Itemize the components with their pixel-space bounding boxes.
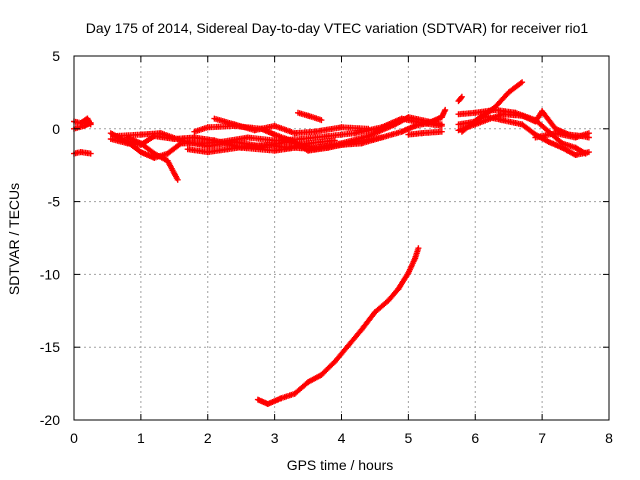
x-tick-label: 5: [404, 430, 412, 446]
y-tick-label: -10: [40, 266, 60, 282]
data-point-segment: [412, 245, 422, 262]
chart-title: Day 175 of 2014, Sidereal Day-to-day VTE…: [86, 20, 589, 36]
data-point-segment: [305, 137, 338, 147]
x-tick-label: 1: [137, 430, 145, 446]
data-point-segment: [392, 114, 412, 128]
data-point-segment: [572, 149, 592, 158]
data-point-segment: [458, 112, 485, 135]
data-point-segment: [492, 89, 512, 110]
data-point-segment: [438, 106, 449, 121]
data-point-segment: [318, 358, 338, 378]
data-point-segment: [371, 297, 392, 316]
series-arc-s: [532, 130, 592, 141]
data-point-segment: [164, 140, 184, 157]
data-point-segment: [351, 134, 385, 145]
y-tick-label: 0: [52, 121, 60, 137]
x-tick-label: 0: [70, 430, 78, 446]
series-arc-f: [124, 134, 181, 183]
series-arc-k: [295, 109, 325, 124]
data-point-segment: [305, 112, 325, 124]
data-point-segment: [559, 144, 579, 158]
x-tick-label: 4: [338, 430, 346, 446]
series-arc-n: [455, 93, 465, 105]
data-point-segment: [338, 124, 372, 132]
data-point-segment: [395, 269, 412, 292]
y-tick-label: -20: [40, 412, 60, 428]
x-tick-label: 2: [204, 430, 212, 446]
data-point-segment: [358, 309, 378, 333]
data-points: [71, 79, 592, 407]
y-tick-label: 5: [52, 48, 60, 64]
data-point-segment: [425, 118, 445, 128]
data-point-segment: [137, 140, 158, 157]
data-point-segment: [151, 150, 171, 164]
y-tick-label: -5: [48, 194, 61, 210]
data-point-segment: [164, 157, 181, 183]
plot-frame: [73, 55, 610, 421]
data-point-segment: [455, 93, 465, 105]
series-arc-i: [184, 137, 338, 156]
data-point-segment: [305, 371, 325, 386]
data-point-segment: [499, 111, 526, 119]
x-tick-label: 7: [538, 430, 546, 446]
series-arc-m: [254, 245, 422, 407]
x-tick-label: 8: [605, 430, 613, 446]
grid: [74, 56, 609, 420]
data-point-segment: [539, 108, 559, 132]
data-point-segment: [405, 255, 419, 276]
tick-labels: 0 1 2 3 4 5 6 7 8 5 0 -5 -10 -15 -20: [40, 48, 613, 446]
data-point-segment: [81, 120, 94, 129]
x-axis-label: GPS time / hours: [287, 457, 394, 473]
x-tick-label: 6: [471, 430, 479, 446]
y-tick-label: -15: [40, 339, 60, 355]
data-point-segment: [418, 128, 445, 137]
x-tick-label: 3: [271, 430, 279, 446]
series-arc-j: [211, 115, 372, 137]
data-point-segment: [184, 146, 211, 156]
data-point-segment: [124, 138, 144, 156]
y-axis-label: SDTVAR / TECUs: [6, 183, 22, 295]
data-point-segment: [331, 342, 352, 365]
data-point-segment: [519, 121, 539, 138]
data-point-segment: [345, 326, 365, 349]
data-point-segment: [505, 79, 526, 96]
data-point-segment: [77, 149, 94, 157]
data-point-segment: [385, 286, 402, 304]
series-arc-r: [458, 112, 592, 158]
data-point-segment: [572, 130, 592, 141]
data-point-segment: [291, 379, 312, 397]
series-arc-l: [405, 128, 445, 138]
